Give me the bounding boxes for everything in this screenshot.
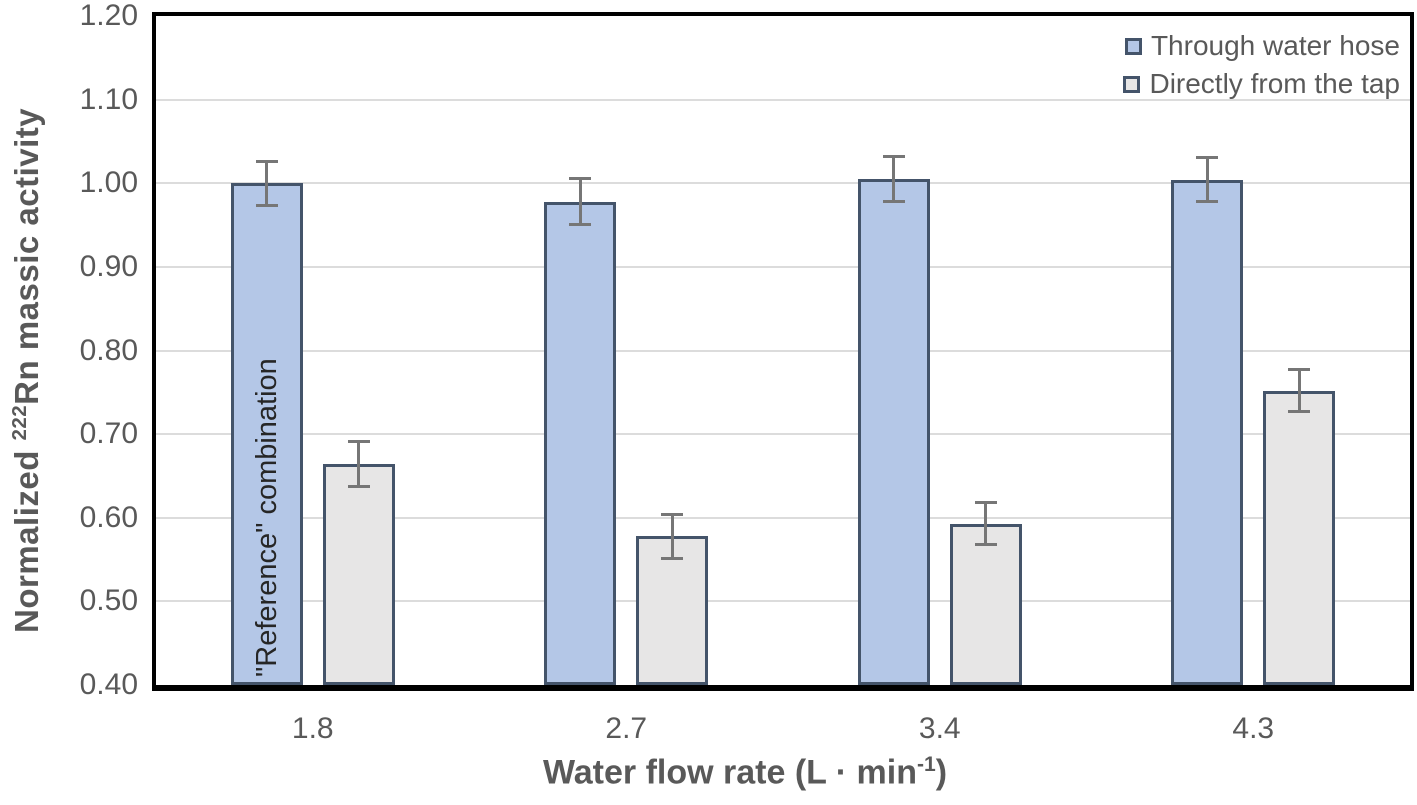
bar-hose-1.8	[230, 183, 303, 685]
x-axis-title-close: )	[935, 753, 948, 792]
x-tick-label-1.8: 1.8	[291, 712, 334, 745]
gridline	[156, 600, 1410, 603]
error-bar	[882, 154, 905, 204]
bar-hose-3.4	[857, 179, 930, 685]
y-tick-label: 0.60	[79, 500, 138, 534]
gridline	[156, 516, 1410, 519]
error-bar-cap-bottom	[569, 222, 592, 226]
plot-area: "Reference" combination Through water ho…	[152, 12, 1414, 691]
error-bar-cap-top	[569, 177, 592, 181]
error-bar-line	[357, 439, 361, 489]
error-bar	[1288, 368, 1311, 414]
legend-swatch-icon	[1123, 75, 1141, 93]
x-tick-label-4.3: 4.3	[1232, 712, 1275, 745]
x-axis-title: Water flow rate (L · min-1)	[395, 753, 1095, 792]
error-bar-line	[1297, 368, 1301, 414]
error-bar-cap-bottom	[347, 485, 370, 489]
error-bar	[974, 501, 997, 547]
gridline	[156, 98, 1410, 101]
error-bar	[661, 512, 684, 560]
error-bar-line	[1205, 156, 1209, 204]
legend-swatch-icon	[1124, 37, 1142, 55]
y-tick-label: 0.80	[79, 333, 138, 367]
error-bar-line	[670, 512, 674, 560]
error-bar-cap-bottom	[661, 556, 684, 560]
gridline	[156, 433, 1410, 436]
y-tick-label: 1.10	[79, 82, 138, 116]
error-bar	[1196, 156, 1219, 204]
error-bar	[569, 177, 592, 226]
x-tick-label-3.4: 3.4	[918, 712, 961, 745]
bar-tap-2.7	[636, 536, 709, 685]
error-bar-cap-top	[347, 439, 370, 443]
legend-label: Through water hose	[1150, 30, 1400, 61]
bar-tap-1.8	[322, 464, 395, 685]
error-bar-cap-bottom	[1196, 200, 1219, 204]
error-bar-line	[984, 501, 988, 547]
error-bar-cap-top	[661, 512, 684, 516]
legend-item-tap[interactable]: Directly from the tap	[1123, 68, 1400, 100]
bar-tap-3.4	[949, 523, 1022, 685]
y-tick-label: 0.40	[79, 668, 138, 701]
gridline	[156, 182, 1410, 185]
y-tick-label: 0.70	[79, 417, 138, 451]
error-bar-line	[578, 177, 582, 226]
error-bar-cap-bottom	[255, 203, 278, 207]
legend-item-hose[interactable]: Through water hose	[1123, 30, 1400, 62]
y-tick-label: 0.50	[79, 584, 138, 618]
error-bar-cap-bottom	[1288, 410, 1311, 414]
y-tick-label: 0.90	[79, 249, 138, 283]
error-bar	[347, 439, 370, 489]
error-bar-cap-top	[1196, 156, 1219, 160]
error-bar-line	[892, 154, 896, 204]
error-bar-cap-top	[974, 501, 997, 505]
error-bar-cap-bottom	[882, 200, 905, 204]
x-axis-title-superscript: -1	[916, 753, 936, 776]
gridline	[156, 349, 1410, 352]
x-axis-title-main: Water flow rate (L · min	[542, 753, 917, 792]
y-tick-label: 1.20	[79, 0, 138, 32]
error-bar-cap-top	[1288, 368, 1311, 372]
reference-bar-annotation: "Reference" combination	[250, 358, 283, 677]
gridline	[156, 265, 1410, 268]
error-bar	[255, 159, 278, 207]
error-bar-cap-top	[882, 154, 905, 158]
legend: Through water hose Directly from the tap	[1123, 30, 1400, 106]
x-tick-label-2.7: 2.7	[605, 712, 648, 745]
bar-hose-4.3	[1171, 179, 1244, 685]
bar-hose-2.7	[544, 201, 617, 685]
legend-label: Directly from the tap	[1149, 68, 1400, 99]
error-bar-cap-bottom	[974, 543, 997, 547]
error-bar-line	[265, 159, 269, 207]
bar-tap-4.3	[1263, 390, 1336, 685]
error-bar-cap-top	[255, 159, 278, 163]
y-tick-label: 1.00	[79, 166, 138, 200]
